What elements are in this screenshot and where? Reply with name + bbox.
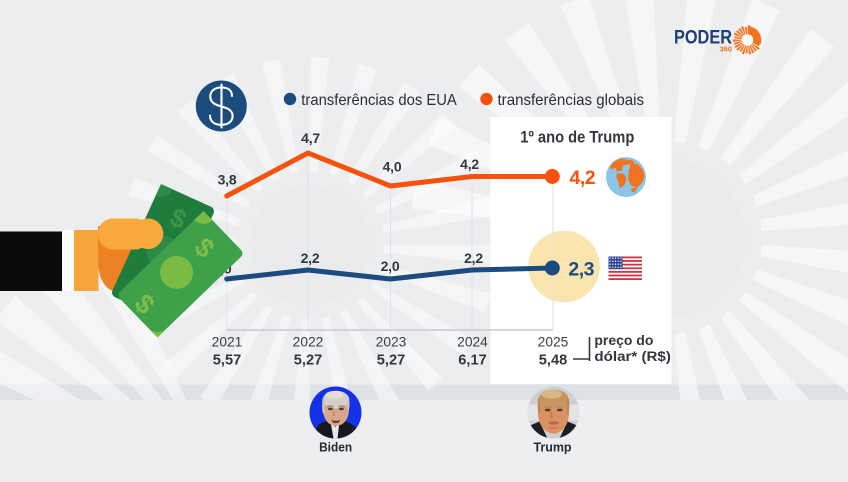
svg-text:2024: 2024 — [457, 334, 488, 349]
svg-text:2,0: 2,0 — [381, 258, 400, 274]
svg-text:360: 360 — [719, 45, 732, 54]
svg-text:Trump: Trump — [534, 440, 572, 455]
svg-text:4,2: 4,2 — [570, 167, 596, 189]
svg-text:dólar* (R$): dólar* (R$) — [594, 349, 671, 365]
svg-text:5,57: 5,57 — [213, 353, 241, 369]
svg-text:2025: 2025 — [538, 334, 569, 349]
svg-text:4,0: 4,0 — [383, 159, 402, 175]
svg-text:Biden: Biden — [319, 439, 352, 454]
svg-text:4,7: 4,7 — [301, 130, 320, 146]
svg-text:5,27: 5,27 — [377, 353, 405, 369]
svg-text:2,3: 2,3 — [568, 258, 594, 280]
svg-text:2022: 2022 — [293, 334, 324, 349]
svg-text:6,17: 6,17 — [458, 353, 486, 369]
svg-text:5,48: 5,48 — [539, 353, 567, 369]
svg-text:preço do: preço do — [594, 333, 653, 349]
svg-text:5,27: 5,27 — [294, 353, 322, 369]
svg-text:2,2: 2,2 — [464, 250, 483, 266]
svg-text:PODER: PODER — [674, 28, 732, 49]
svg-text:2023: 2023 — [376, 334, 407, 349]
svg-text:transferências dos EUA: transferências dos EUA — [301, 92, 457, 109]
svg-text:3,8: 3,8 — [218, 172, 237, 188]
svg-text:4,2: 4,2 — [460, 156, 479, 172]
svg-text:2021: 2021 — [212, 334, 243, 349]
svg-text:1º ano de Trump: 1º ano de Trump — [520, 128, 634, 147]
svg-text:2,2: 2,2 — [301, 250, 320, 266]
svg-text:transferências globais: transferências globais — [498, 92, 645, 109]
